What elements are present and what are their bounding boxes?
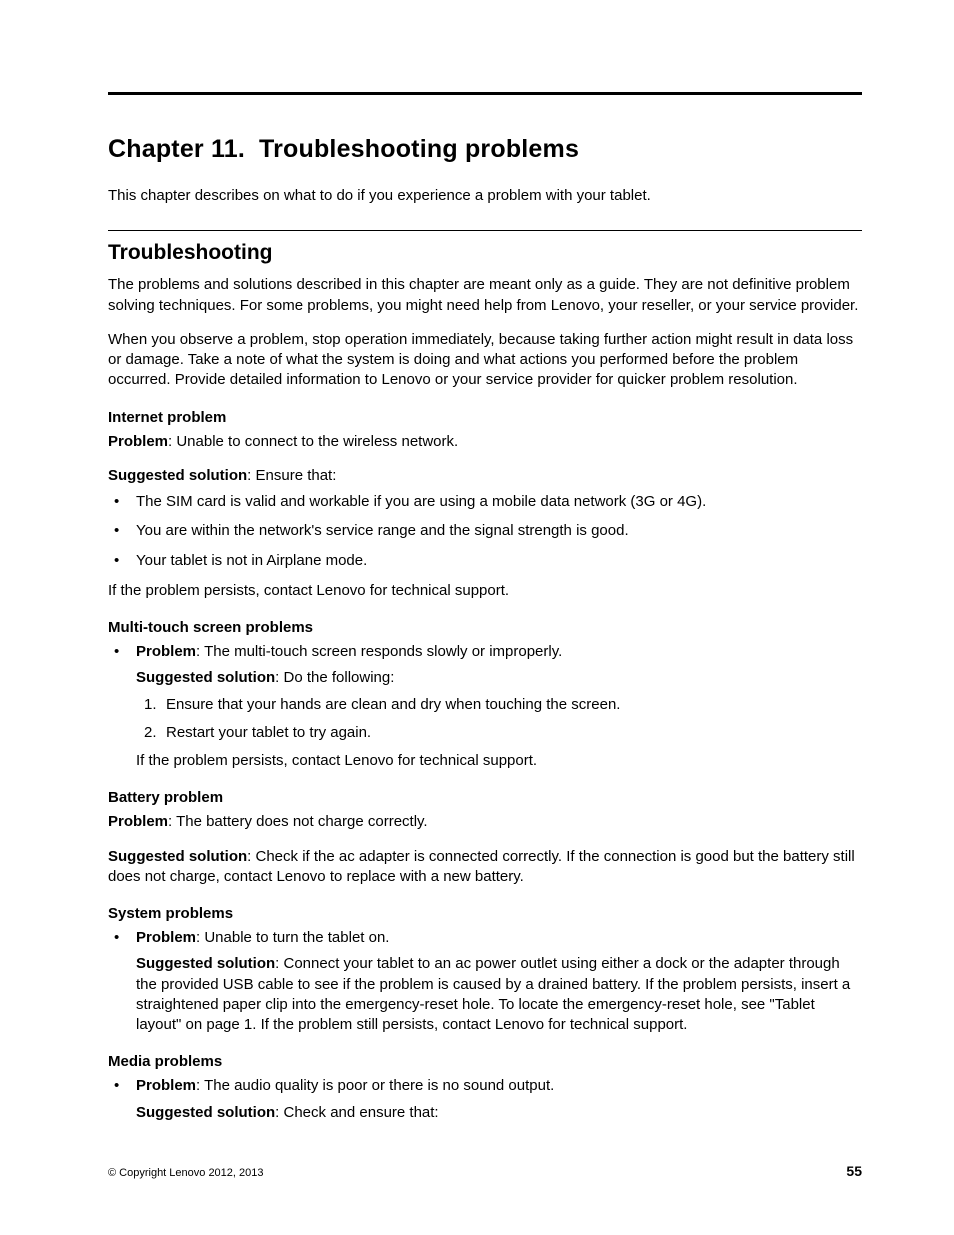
problem-label: Problem bbox=[136, 929, 196, 946]
solution-text: : Do the following: bbox=[275, 669, 394, 686]
problem-text: : The multi-touch screen responds slowly… bbox=[196, 643, 562, 660]
battery-solution: Suggested solution: Check if the ac adap… bbox=[108, 847, 862, 888]
solution-label: Suggested solution bbox=[108, 848, 247, 865]
solution-label: Suggested solution bbox=[136, 669, 275, 686]
multitouch-problem: Problem: The multi-touch screen responds… bbox=[136, 642, 862, 662]
list-item: Your tablet is not in Airplane mode. bbox=[108, 551, 862, 571]
system-heading: System problems bbox=[108, 905, 862, 922]
internet-problem: Problem: Unable to connect to the wirele… bbox=[108, 432, 862, 452]
problem-text: : The battery does not charge correctly. bbox=[168, 813, 428, 830]
problem-text: : The audio quality is poor or there is … bbox=[196, 1077, 554, 1094]
list-item: You are within the network's service ran… bbox=[108, 521, 862, 541]
problem-text: : Unable to connect to the wireless netw… bbox=[168, 433, 458, 450]
top-rule bbox=[108, 92, 862, 95]
solution-text: : Ensure that: bbox=[247, 467, 336, 484]
battery-heading: Battery problem bbox=[108, 789, 862, 806]
problem-label: Problem bbox=[136, 1077, 196, 1094]
list-item: Problem: The multi-touch screen responds… bbox=[108, 642, 862, 771]
media-solution: Suggested solution: Check and ensure tha… bbox=[136, 1103, 862, 1123]
problem-label: Problem bbox=[108, 813, 168, 830]
step-item: Restart your tablet to try again. bbox=[136, 723, 862, 743]
multitouch-bullets: Problem: The multi-touch screen responds… bbox=[108, 642, 862, 771]
page-number: 55 bbox=[846, 1163, 862, 1179]
section-para-2: When you observe a problem, stop operati… bbox=[108, 330, 862, 391]
chapter-title: Chapter 11. Troubleshooting problems bbox=[108, 135, 862, 164]
chapter-name: Troubleshooting problems bbox=[259, 135, 579, 163]
problem-label: Problem bbox=[108, 433, 168, 450]
system-solution: Suggested solution: Connect your tablet … bbox=[136, 954, 862, 1035]
multitouch-solution: Suggested solution: Do the following: bbox=[136, 668, 862, 688]
problem-text: : Unable to turn the tablet on. bbox=[196, 929, 389, 946]
multitouch-closing: If the problem persists, contact Lenovo … bbox=[136, 751, 862, 771]
section-rule bbox=[108, 230, 862, 231]
system-bullets: Problem: Unable to turn the tablet on. S… bbox=[108, 928, 862, 1035]
chapter-intro: This chapter describes on what to do if … bbox=[108, 186, 862, 206]
solution-label: Suggested solution bbox=[136, 955, 275, 972]
internet-closing: If the problem persists, contact Lenovo … bbox=[108, 581, 862, 601]
internet-solution: Suggested solution: Ensure that: bbox=[108, 466, 862, 486]
list-item: Problem: Unable to turn the tablet on. S… bbox=[108, 928, 862, 1035]
list-item: The SIM card is valid and workable if yo… bbox=[108, 492, 862, 512]
page: Chapter 11. Troubleshooting problems This… bbox=[0, 0, 954, 1235]
copyright-text: © Copyright Lenovo 2012, 2013 bbox=[108, 1167, 264, 1179]
media-problem: Problem: The audio quality is poor or th… bbox=[136, 1076, 862, 1096]
internet-bullets: The SIM card is valid and workable if yo… bbox=[108, 492, 862, 571]
multitouch-steps: Ensure that your hands are clean and dry… bbox=[136, 695, 862, 744]
media-bullets: Problem: The audio quality is poor or th… bbox=[108, 1076, 862, 1123]
multitouch-heading: Multi-touch screen problems bbox=[108, 619, 862, 636]
internet-heading: Internet problem bbox=[108, 409, 862, 426]
solution-text: : Check and ensure that: bbox=[275, 1104, 438, 1121]
section-title: Troubleshooting bbox=[108, 241, 862, 265]
step-item: Ensure that your hands are clean and dry… bbox=[136, 695, 862, 715]
solution-label: Suggested solution bbox=[136, 1104, 275, 1121]
list-item: Problem: The audio quality is poor or th… bbox=[108, 1076, 862, 1123]
chapter-number: Chapter 11. bbox=[108, 135, 245, 163]
media-heading: Media problems bbox=[108, 1053, 862, 1070]
section-para-1: The problems and solutions described in … bbox=[108, 275, 862, 316]
battery-problem: Problem: The battery does not charge cor… bbox=[108, 812, 862, 832]
solution-label: Suggested solution bbox=[108, 467, 247, 484]
page-footer: © Copyright Lenovo 2012, 2013 55 bbox=[108, 1163, 862, 1179]
system-problem: Problem: Unable to turn the tablet on. bbox=[136, 928, 862, 948]
problem-label: Problem bbox=[136, 643, 196, 660]
